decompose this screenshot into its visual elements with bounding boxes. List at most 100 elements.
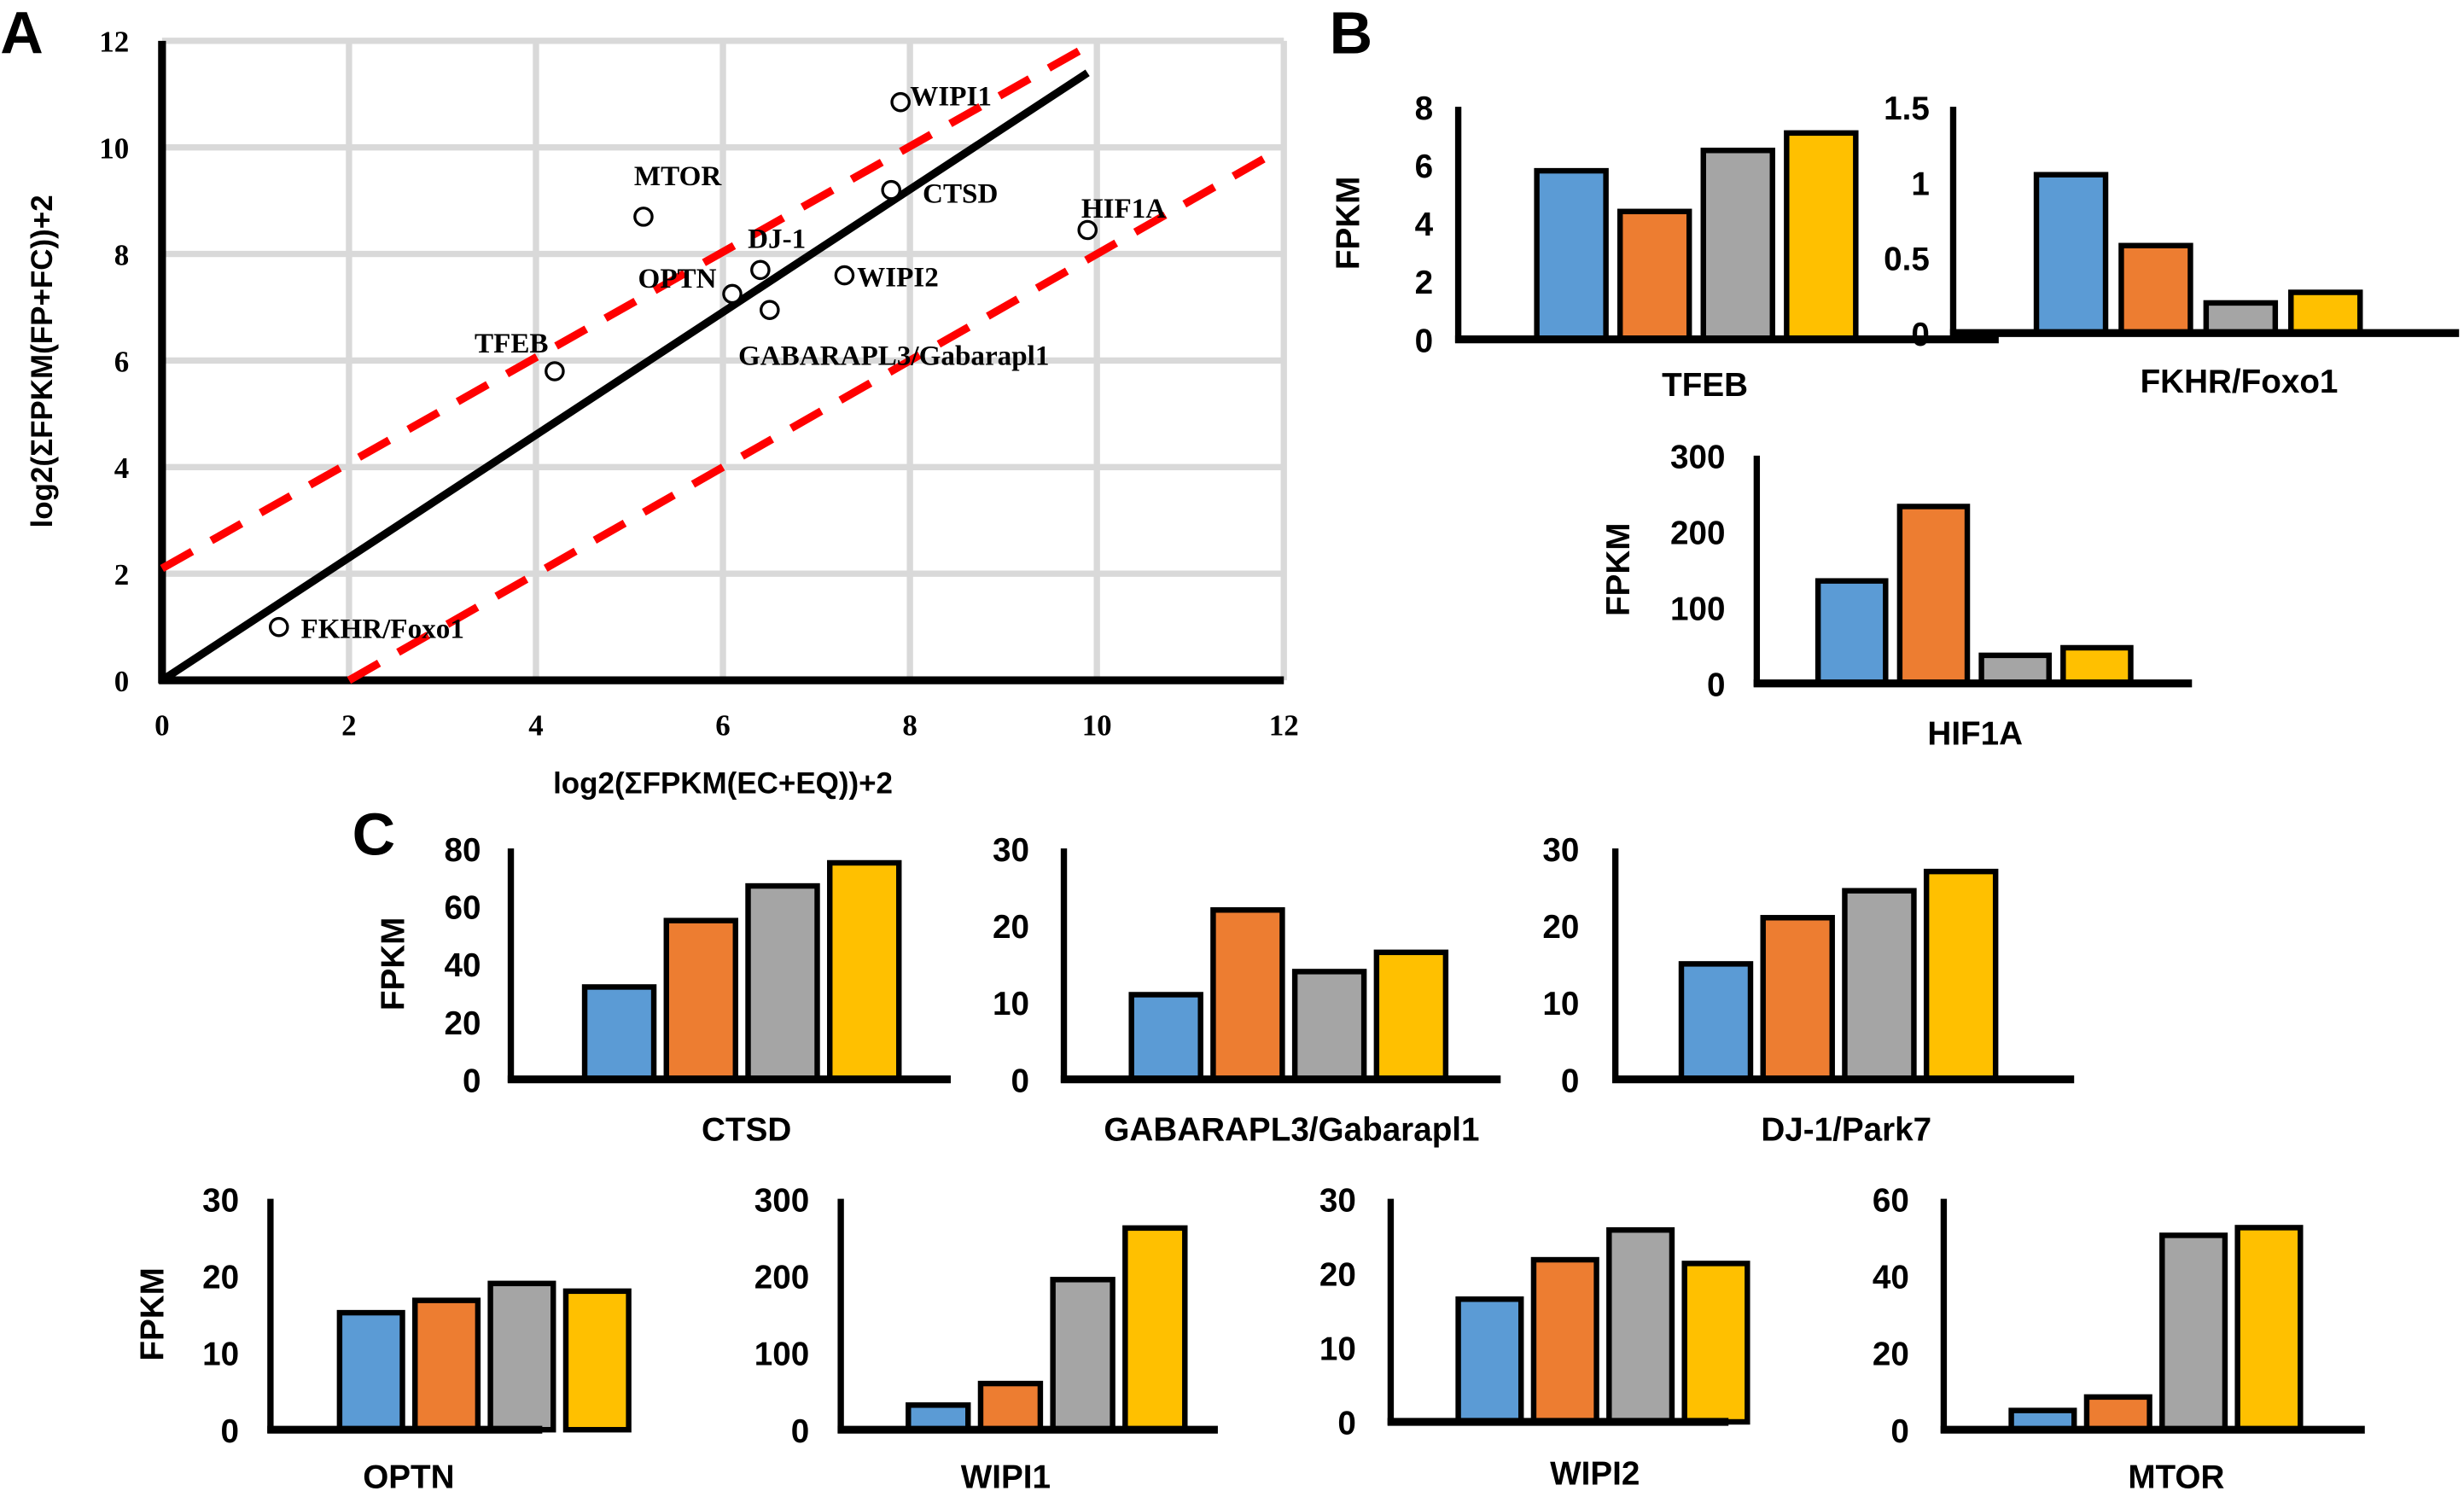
y-tick-label: 200 (1670, 515, 1725, 552)
bar-chart-optn: 0 10 20 30 OPTN FPKM (135, 1182, 632, 1491)
bar-chart-wipi1: 0 100 200 300 WIPI1 (754, 1182, 1218, 1491)
y-tick-label: 0 (1707, 667, 1726, 704)
bar (336, 1309, 405, 1433)
bar (2118, 242, 2193, 336)
bar-chart-hif1a: 0 100 200 300 HIF1A FPKM (1600, 440, 2193, 753)
data-point (760, 300, 780, 320)
x-tick-label: 4 (528, 709, 543, 743)
y-tick-label: 8 (1415, 90, 1434, 127)
category-label: GABARAPL3/Gabarapl1 (1104, 1111, 1479, 1148)
bar-chart-wipi2: 0 10 20 30 WIPI2 (1319, 1182, 1750, 1491)
point-label: GABARAPL3/Gabarapl1 (738, 341, 1049, 372)
bar (1842, 888, 1917, 1082)
bar (1210, 907, 1285, 1082)
y-axis-title: log2(ΣFPKM(FP+FC))+2 (26, 195, 59, 527)
y-tick-label: 20 (1542, 909, 1579, 946)
y-tick-label: 40 (1873, 1260, 1909, 1296)
y-tick-label: 300 (1670, 440, 1725, 476)
data-point (750, 259, 771, 281)
bar-chart-ctsd: 0 20 40 60 80 CTSD FPKM (375, 832, 951, 1148)
y-tick-label: 6 (1415, 149, 1434, 185)
bar (1050, 1277, 1115, 1433)
bar (412, 1297, 481, 1433)
bar-chart-gabarapl3-gabarapl1: 0 10 20 30 GABARAPL3/Gabarapl1 (993, 832, 1501, 1148)
category-label: MTOR (2128, 1459, 2224, 1491)
y-tick-label: 30 (1319, 1182, 1356, 1219)
bar (581, 984, 657, 1082)
bar (2203, 300, 2279, 336)
bound-line-dashed (347, 154, 1267, 684)
bar (1815, 578, 1889, 687)
category-label: CTSD (702, 1111, 791, 1148)
bar (2033, 172, 2109, 336)
scatter-chart: 0 2 4 6 8 10 12 0 2 4 6 8 10 12 FKHR/Foxo1 TFEB MTOR OPTN… (26, 26, 1299, 801)
y-tick-label: 0 (1561, 1063, 1579, 1099)
y-tick-label: 30 (993, 832, 1029, 869)
bar-chart-mtor: 0 20 40 60 MTOR (1873, 1182, 2365, 1491)
bar-chart-fkhr-foxo1: 0 0.5 1 1.5 FKHR/Foxo1 (1884, 90, 2460, 400)
point-label: HIF1A (1081, 193, 1166, 224)
panel-label-c: C (352, 801, 396, 867)
bar (827, 859, 902, 1082)
category-label: TFEB (1662, 367, 1748, 404)
y-tick-label: 4 (114, 451, 129, 485)
bar (1681, 1261, 1750, 1425)
bar (1291, 969, 1367, 1082)
y-tick-label: 20 (1873, 1337, 1909, 1373)
x-tick-label: 8 (902, 709, 917, 743)
y-tick-label: 10 (1542, 986, 1579, 1022)
point-label: CTSD (923, 178, 998, 209)
point-label: TFEB (475, 328, 549, 359)
y-tick-label: 0 (1911, 317, 1930, 353)
category-label: WIPI1 (961, 1459, 1051, 1491)
bar (1896, 504, 1971, 687)
bar (745, 882, 820, 1082)
y-tick-label: 300 (754, 1182, 809, 1219)
y-tick-label: 20 (445, 1005, 481, 1042)
bar (1616, 208, 1692, 342)
y-tick-label: 80 (445, 832, 481, 869)
bar (1534, 167, 1609, 342)
point-label: FKHR/Foxo1 (301, 614, 464, 645)
bar (1530, 1256, 1599, 1425)
bar (1760, 915, 1835, 1082)
y-tick-label: 0 (1415, 323, 1434, 359)
data-point (722, 283, 743, 305)
charts: 0 2 4 6 8 10 12024681012FKHR/Foxo1TFEBMTOROPTN… (26, 26, 2460, 1491)
y-axis-title: FPKM (1600, 523, 1637, 616)
y-tick-label: 100 (1670, 591, 1725, 628)
y-tick-label: 60 (1873, 1182, 1909, 1219)
data-point (1077, 219, 1098, 241)
bar (2288, 289, 2363, 336)
x-tick-label: 6 (715, 709, 730, 743)
data-point (633, 207, 654, 227)
point-label: MTOR (634, 160, 723, 192)
y-tick-label: 0 (1337, 1406, 1356, 1442)
point-label: OPTN (638, 263, 717, 294)
y-tick-label: 2 (1415, 265, 1434, 301)
bar (562, 1288, 632, 1433)
panel-label-a: A (0, 0, 44, 67)
y-tick-label: 10 (99, 132, 129, 166)
data-point (890, 91, 911, 113)
bar (2159, 1232, 2228, 1433)
bar (1678, 961, 1754, 1082)
x-tick-label: 2 (341, 709, 356, 743)
y-axis-title: FPKM (135, 1267, 172, 1360)
data-point (268, 616, 289, 638)
data-point (834, 265, 855, 286)
point-label: WIPI1 (910, 80, 992, 112)
x-tick-label: 10 (1082, 709, 1112, 743)
bar (977, 1380, 1044, 1433)
point-label: DJ-1 (748, 224, 806, 255)
bar (1606, 1226, 1675, 1425)
category-label: HIF1A (1927, 716, 2023, 753)
bar (1128, 992, 1203, 1082)
x-axis-title: log2(ΣFPKM(EC+EQ))+2 (553, 767, 893, 801)
bar (663, 917, 739, 1082)
y-tick-label: 2 (114, 558, 129, 591)
identity-line (160, 69, 1090, 684)
bound-line-dashed (160, 43, 1090, 572)
bar (1923, 868, 1999, 1082)
